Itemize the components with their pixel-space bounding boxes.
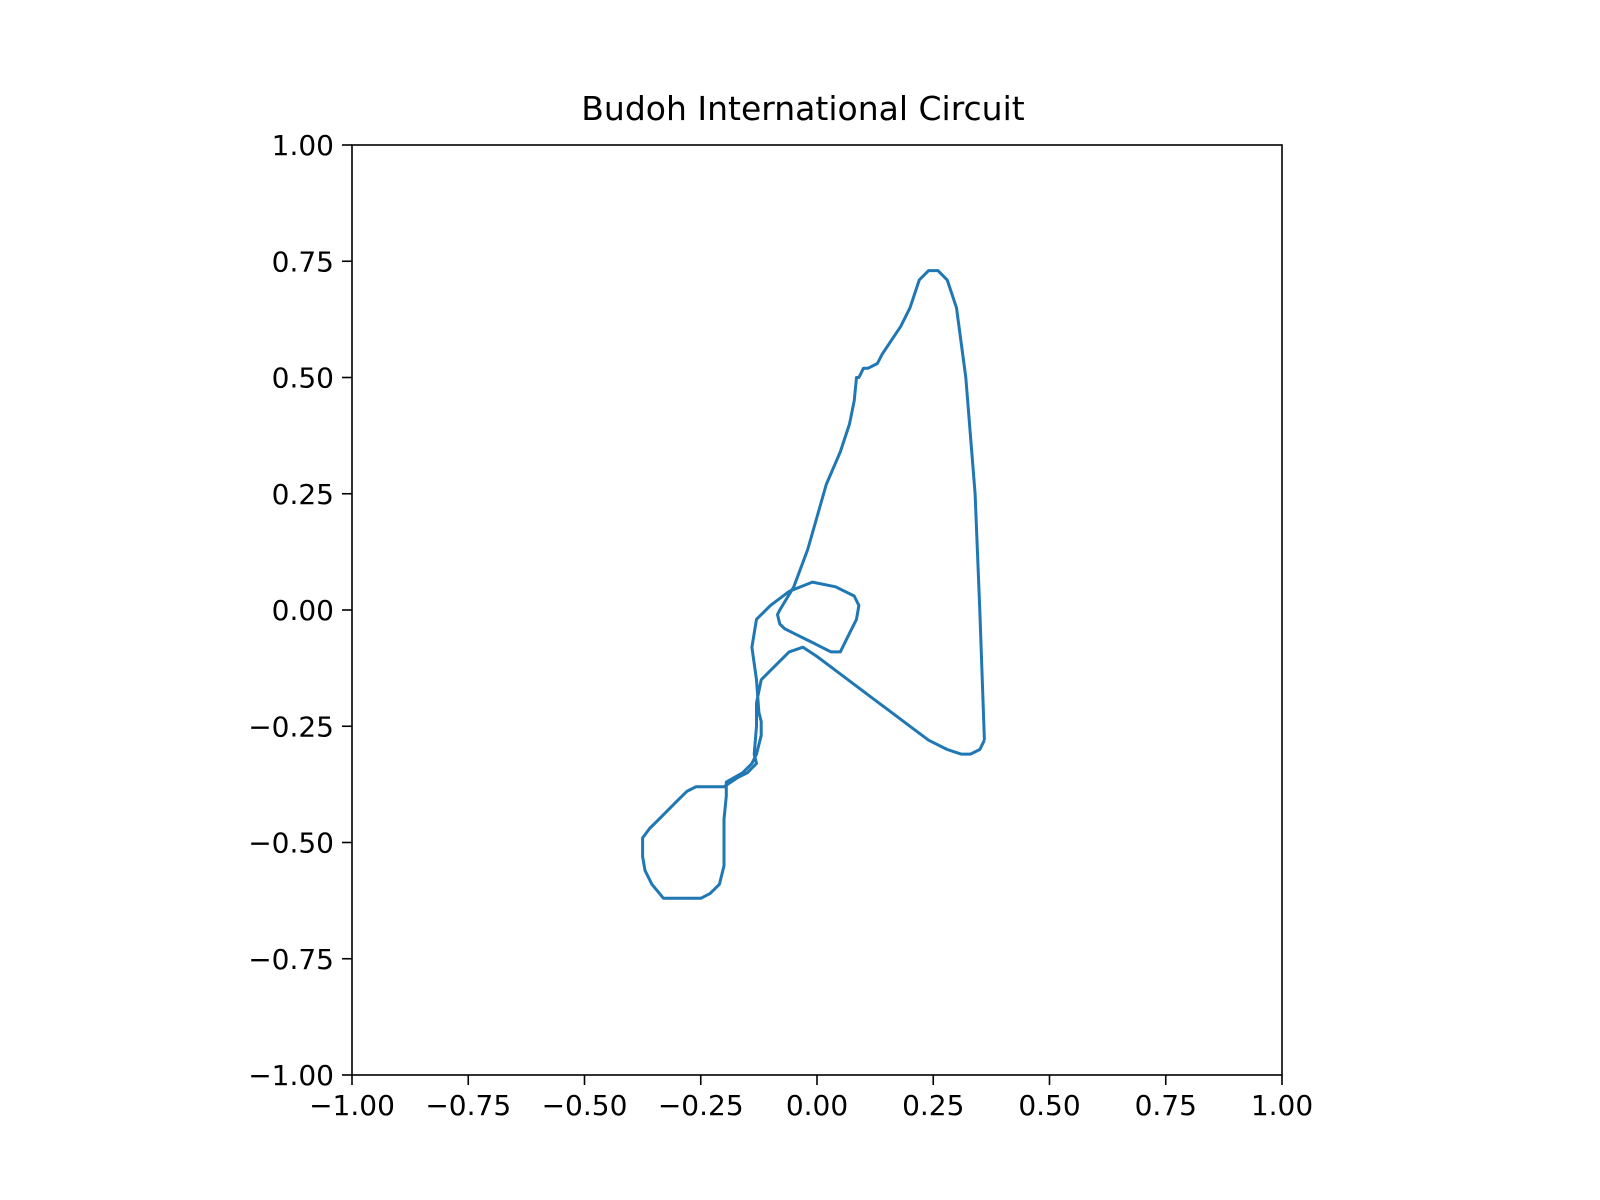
x-axis: −1.00 −0.75 −0.50 −0.25 0.00 0.25 0.50 0.75 1.00 xyxy=(309,1075,1313,1122)
y-tick-label: −0.75 xyxy=(248,943,334,976)
chart-title: Budoh International Circuit xyxy=(581,89,1024,128)
x-tick-label: −1.00 xyxy=(309,1089,395,1122)
y-axis: 1.00 0.75 0.50 0.25 0.00 −0.25 −0.50 −0.75 −1.00 xyxy=(248,129,352,1092)
x-tick-label: −0.75 xyxy=(425,1089,511,1122)
plot-area: −1.00 −0.75 −0.50 −0.25 0.00 0.25 0.50 0.75 1.00… xyxy=(248,129,1313,1122)
x-tick-label: 0.25 xyxy=(902,1089,964,1122)
y-tick-label: −0.25 xyxy=(248,710,334,743)
x-tick-label: 0.75 xyxy=(1135,1089,1197,1122)
x-tick-label: −0.25 xyxy=(658,1089,744,1122)
axes-frame xyxy=(351,144,1283,1076)
y-tick-label: −0.50 xyxy=(248,827,334,860)
y-tick-label: 0.00 xyxy=(272,594,334,627)
x-tick-label: −0.50 xyxy=(542,1089,628,1122)
y-tick-label: 1.00 xyxy=(272,129,334,162)
x-tick-label: 0.50 xyxy=(1018,1089,1080,1122)
x-tick-label: 0.00 xyxy=(786,1089,848,1122)
y-tick-label: 0.50 xyxy=(272,362,334,395)
circuit-outline-line xyxy=(641,269,986,900)
y-tick-label: −1.00 xyxy=(248,1059,334,1092)
y-tick-label: 0.75 xyxy=(272,245,334,278)
x-tick-label: 1.00 xyxy=(1251,1089,1313,1122)
y-tick-label: 0.25 xyxy=(272,478,334,511)
